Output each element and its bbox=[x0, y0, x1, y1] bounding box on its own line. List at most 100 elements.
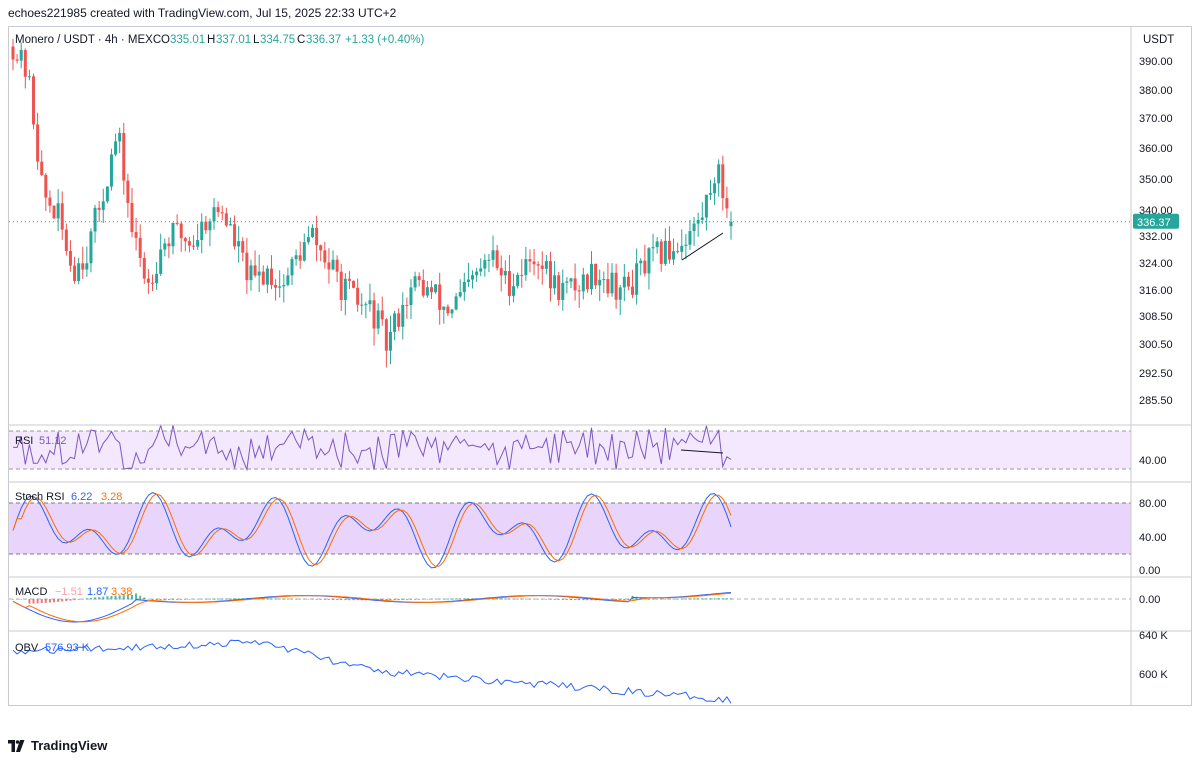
macd-histogram-bar bbox=[533, 598, 536, 600]
candle-body bbox=[40, 161, 44, 175]
candle-body bbox=[109, 154, 113, 187]
trend-lines[interactable] bbox=[681, 232, 724, 261]
candle bbox=[512, 273, 516, 303]
candle bbox=[274, 279, 278, 301]
candle bbox=[557, 271, 561, 306]
macd-histogram-bar bbox=[438, 598, 441, 600]
candle bbox=[704, 194, 708, 231]
macd-histogram-bar bbox=[282, 598, 285, 600]
obv-tick-label: 600 K bbox=[1139, 669, 1168, 681]
candle bbox=[684, 234, 688, 260]
macd-histogram-bar bbox=[114, 595, 117, 600]
macd-histogram-bar bbox=[61, 599, 64, 602]
candle bbox=[179, 221, 183, 252]
candle-body bbox=[647, 248, 651, 274]
macd-histogram-bar bbox=[467, 598, 470, 600]
macd-pane[interactable]: 0.00 bbox=[9, 592, 1160, 623]
price-tick-label: 285.50 bbox=[1139, 395, 1173, 407]
macd-histogram-bar bbox=[323, 599, 326, 600]
candle bbox=[487, 254, 491, 273]
candle bbox=[146, 269, 150, 294]
currency-box[interactable]: USDT bbox=[1133, 27, 1191, 49]
macd-histogram-bar bbox=[290, 598, 293, 600]
macd-histogram-bar bbox=[184, 599, 187, 600]
candle-body bbox=[606, 279, 610, 294]
stoch-pane[interactable]: 80.00 40.00 0.00 bbox=[9, 492, 1167, 577]
candle bbox=[585, 273, 589, 293]
candle bbox=[343, 273, 347, 316]
macd-histogram-bar bbox=[348, 599, 351, 601]
macd-histogram-bar bbox=[69, 599, 72, 601]
candle bbox=[667, 226, 671, 264]
obv-tick-label: 640 K bbox=[1139, 630, 1168, 642]
stoch-band bbox=[9, 503, 1131, 554]
candle-body bbox=[114, 141, 118, 155]
candle-body bbox=[692, 223, 696, 232]
candle bbox=[598, 269, 602, 301]
candle-body bbox=[429, 287, 433, 293]
candle bbox=[565, 276, 569, 294]
candle-body bbox=[204, 221, 208, 231]
candle bbox=[618, 284, 622, 316]
macd-histogram-bar bbox=[496, 598, 499, 600]
candle bbox=[142, 252, 146, 284]
macd-histogram-bar bbox=[233, 598, 236, 600]
footer-brand[interactable]: TradingView bbox=[8, 738, 107, 753]
candle-body bbox=[635, 263, 639, 295]
candle bbox=[134, 217, 138, 251]
candles[interactable] bbox=[11, 38, 733, 368]
obv-pane[interactable]: 640 K 600 K bbox=[12, 630, 1168, 704]
macd-histogram-bar bbox=[196, 598, 199, 600]
macd-histogram-bar bbox=[200, 598, 203, 600]
chart-svg[interactable]: 40.00 80.00 40.00 0.00 0.00 640 K 600 K 390… bbox=[9, 27, 1191, 724]
candle bbox=[680, 229, 684, 260]
candle bbox=[663, 228, 667, 266]
candle bbox=[298, 241, 302, 269]
candle-body bbox=[352, 280, 356, 288]
rsi-value: 51.12 bbox=[39, 435, 67, 447]
candle-body bbox=[196, 240, 200, 247]
macd-histogram-bar bbox=[163, 599, 166, 601]
chart-frame[interactable]: 40.00 80.00 40.00 0.00 0.00 640 K 600 K 390… bbox=[8, 26, 1192, 724]
macd-histogram-bar bbox=[77, 599, 80, 600]
candle bbox=[15, 54, 19, 64]
macd-histogram-bar bbox=[360, 599, 363, 601]
candle bbox=[602, 271, 606, 294]
macd-histogram-bar bbox=[167, 599, 170, 600]
rsi-label: RSI bbox=[15, 435, 33, 447]
candle-body bbox=[499, 268, 503, 276]
candle-body bbox=[52, 205, 56, 219]
candle bbox=[233, 215, 237, 250]
macd-histogram-bar bbox=[155, 599, 158, 601]
macd-histogram-bar bbox=[401, 599, 404, 600]
candle bbox=[725, 186, 729, 219]
candle bbox=[27, 69, 31, 81]
candle bbox=[393, 310, 397, 341]
candle bbox=[364, 301, 368, 319]
price-axis[interactable]: 390.00380.00370.00360.00350.00340.00332.… bbox=[1139, 56, 1173, 407]
svg-text:337.01: 337.01 bbox=[216, 34, 251, 46]
candle bbox=[204, 215, 208, 234]
candle bbox=[425, 280, 429, 298]
candle bbox=[569, 277, 573, 289]
macd-histogram-bar bbox=[327, 599, 330, 600]
macd-histogram-bar bbox=[721, 598, 724, 600]
macd-histogram-bar bbox=[274, 598, 277, 600]
candle bbox=[77, 257, 81, 285]
candle bbox=[507, 255, 511, 306]
candle bbox=[421, 269, 425, 298]
candle-body bbox=[126, 180, 130, 204]
macd-histogram-bar bbox=[65, 599, 68, 602]
candle-body bbox=[294, 255, 298, 260]
macd-histogram-bar bbox=[319, 599, 322, 600]
candle-body bbox=[282, 284, 286, 287]
candle-body bbox=[684, 244, 688, 246]
rsi-pane[interactable]: 40.00 bbox=[9, 423, 1167, 472]
candle bbox=[643, 244, 647, 277]
macd-histogram-bar bbox=[688, 598, 691, 600]
macd-histogram-bar bbox=[660, 598, 663, 600]
macd-histogram-bar bbox=[676, 598, 679, 600]
candle bbox=[429, 280, 433, 299]
macd-histogram-bar bbox=[130, 594, 133, 600]
macd-tick-label: 0.00 bbox=[1139, 594, 1160, 606]
